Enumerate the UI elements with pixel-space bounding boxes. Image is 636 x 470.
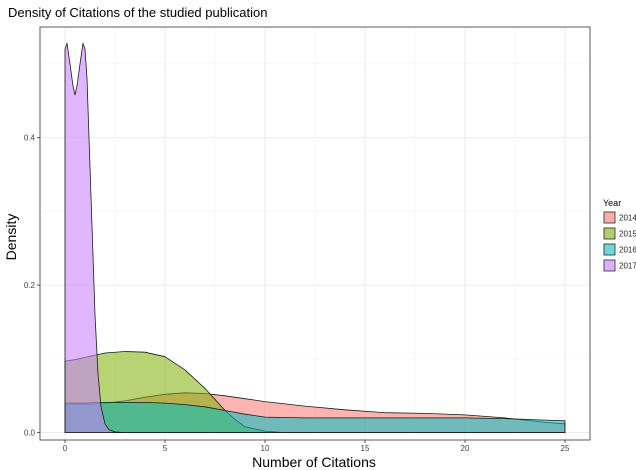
legend-label-2015: 2015: [619, 230, 636, 239]
legend-key-2014: [603, 211, 616, 224]
plot-border: [39, 26, 591, 441]
x-tick-label: 20: [461, 444, 470, 453]
legend-label-2014: 2014: [619, 214, 636, 223]
legend: Year 2014 2015 2016 2017: [603, 198, 636, 272]
density-area-2017: [64, 42, 566, 433]
x-axis-title: Number of Citations: [252, 454, 376, 470]
x-tick-label: 15: [361, 444, 370, 453]
density-area-2016: [64, 402, 566, 433]
legend-key-2017: [603, 259, 616, 272]
x-tick-label: 25: [561, 444, 570, 453]
legend-key-2015: [603, 227, 616, 240]
chart-title: Density of Citations of the studied publ…: [8, 5, 267, 20]
legend-title: Year: [603, 198, 621, 208]
y-axis-title: Density: [3, 214, 19, 261]
y-tick-label: 0.2: [24, 281, 36, 290]
legend-label-2017: 2017: [619, 262, 636, 271]
legend-key-2016: [603, 243, 616, 256]
plot-panel: 0 5 10 15 20 25 0.0 0.2 0.4: [24, 26, 591, 453]
y-tick-label: 0.0: [24, 429, 36, 438]
x-tick-label: 10: [261, 444, 270, 453]
x-tick-label: 5: [163, 444, 168, 453]
x-tick-label: 0: [63, 444, 68, 453]
y-tick-label: 0.4: [24, 134, 36, 143]
legend-label-2016: 2016: [619, 246, 636, 255]
